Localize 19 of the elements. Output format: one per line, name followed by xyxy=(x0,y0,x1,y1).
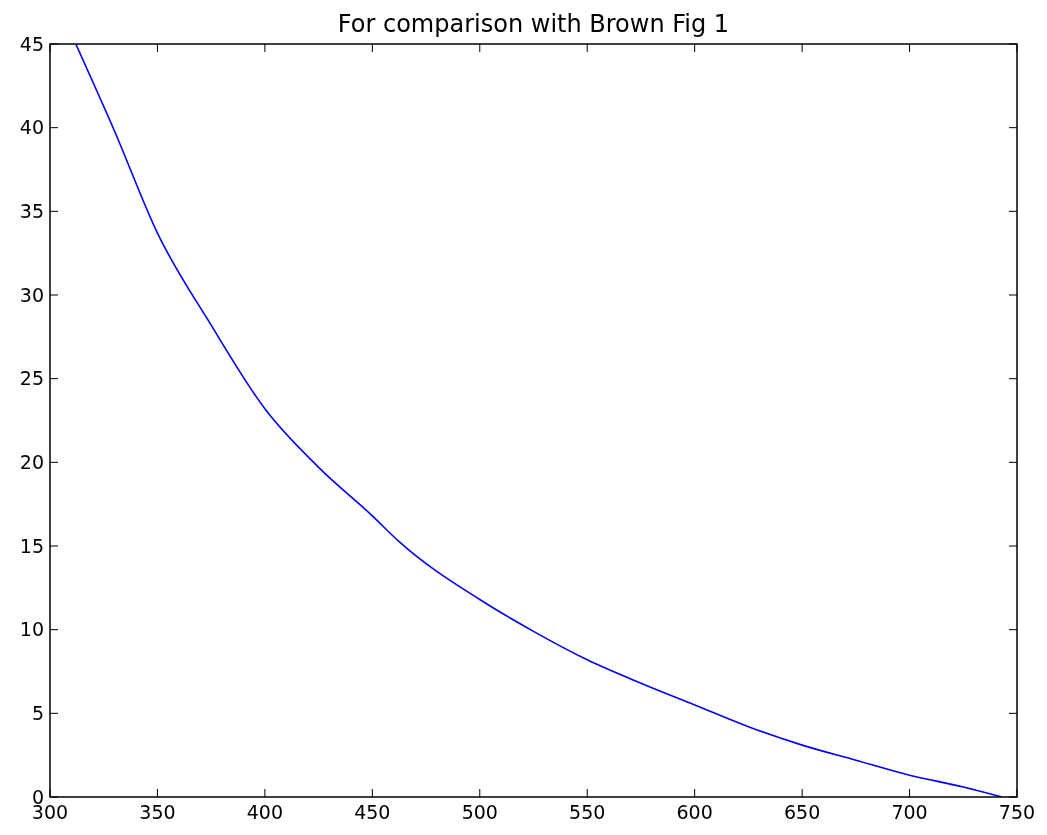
chart-title: For comparison with Brown Fig 1 xyxy=(337,10,730,38)
y-tick-label: 30 xyxy=(19,283,44,306)
x-tick-label: 600 xyxy=(676,801,713,823)
y-tick-label: 20 xyxy=(19,450,44,473)
x-tick-label: 650 xyxy=(783,801,821,823)
y-tick-label: 40 xyxy=(19,116,44,139)
y-tick-label: 35 xyxy=(19,199,44,222)
x-tick-label: 750 xyxy=(998,801,1036,823)
y-tick-label: 5 xyxy=(31,701,44,724)
y-tick-label: 45 xyxy=(19,32,44,55)
x-tick-label: 450 xyxy=(354,801,391,823)
x-tick-label: 500 xyxy=(461,801,498,823)
y-tick-label: 15 xyxy=(19,534,44,557)
x-tick-label: 700 xyxy=(891,801,928,823)
x-tick-label: 400 xyxy=(246,801,284,823)
y-tick-label: 25 xyxy=(19,367,44,390)
x-tick-label: 350 xyxy=(139,801,176,823)
x-tick-label: 550 xyxy=(569,801,606,823)
y-tick-label: 10 xyxy=(19,618,44,641)
